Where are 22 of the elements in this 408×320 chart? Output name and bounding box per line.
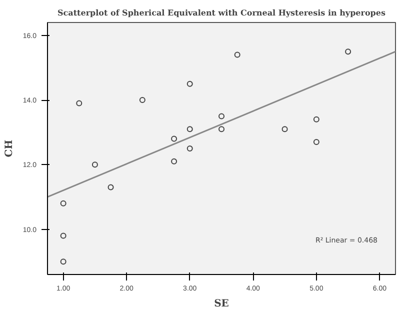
- point: [60, 232, 66, 239]
- point: [345, 48, 352, 55]
- point: [313, 116, 320, 122]
- point: [186, 146, 193, 152]
- point: [218, 126, 224, 132]
- point: [92, 162, 98, 168]
- point: [186, 126, 193, 132]
- point: [218, 113, 224, 120]
- point: [76, 100, 82, 106]
- point: [282, 126, 288, 132]
- point: [60, 258, 66, 265]
- point: [60, 200, 66, 206]
- chart-title: Scatterplot of Spherical Equivalent with Corneal Hysteresis in hyperopes: [58, 8, 386, 18]
- point: [171, 158, 178, 164]
- point: [186, 80, 193, 87]
- point: [234, 52, 240, 58]
- point: [139, 97, 146, 104]
- x-axis-title: SE: [214, 298, 230, 310]
- point: [313, 139, 320, 146]
- point: [171, 136, 178, 142]
- point: [108, 184, 114, 190]
- y-axis-title: CH: [4, 140, 15, 158]
